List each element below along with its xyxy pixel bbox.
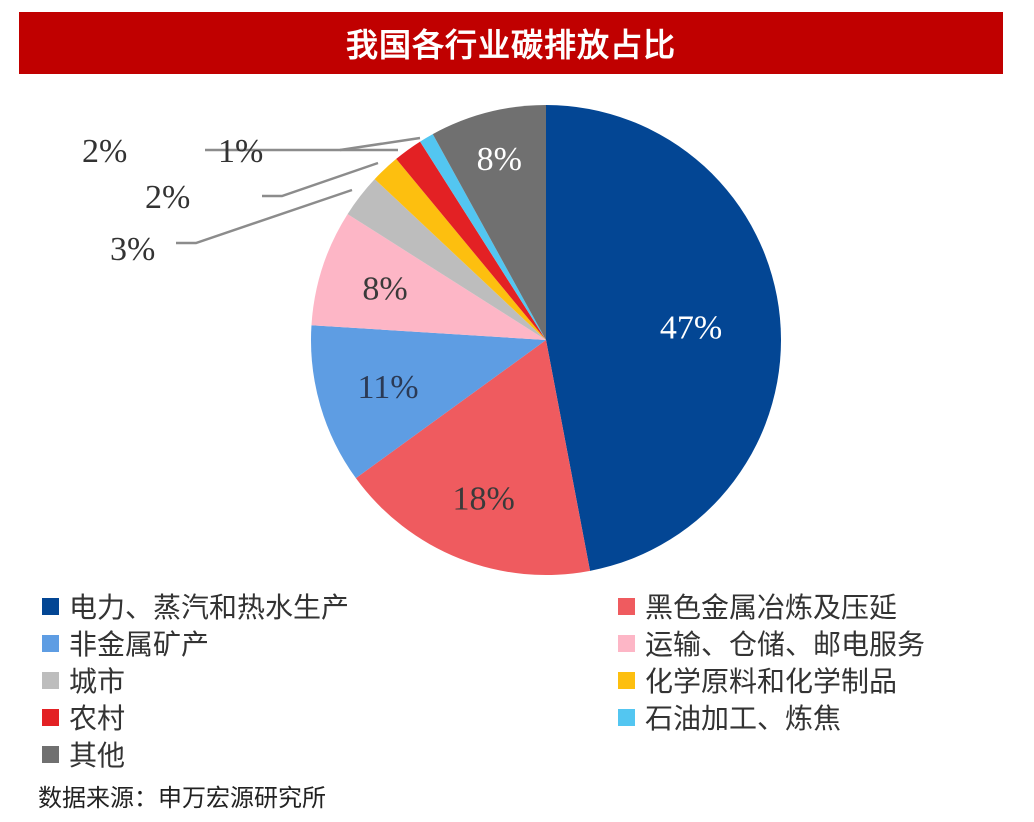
legend-swatch: [42, 708, 59, 726]
data-source: 数据来源：申万宏源研究所: [38, 784, 326, 812]
slice-label: 2%: [145, 179, 190, 216]
slice-label: 1%: [218, 133, 263, 170]
legend-item: 其他: [42, 736, 125, 772]
slice-label: 3%: [110, 231, 155, 268]
legend-label: 石油加工、炼焦: [645, 702, 842, 735]
legend-label: 运输、仓储、邮电服务: [645, 628, 926, 661]
slice-label: 8%: [477, 141, 522, 178]
legend-label: 其他: [69, 739, 126, 772]
slice-label: 11%: [358, 369, 419, 406]
legend-label: 化学原料和化学制品: [645, 665, 898, 698]
legend-item: 黑色金属冶炼及压延: [618, 588, 897, 624]
slice-labels: 47% 18% 11% 8% 3% 2% 2% 1% 8%: [82, 133, 722, 517]
legend-swatch: [42, 634, 59, 652]
legend-swatch: [42, 597, 59, 615]
legend-label: 城市: [69, 665, 126, 698]
pie-slice: [310, 325, 546, 479]
legend-swatch: [618, 597, 635, 615]
legend-label: 黑色金属冶炼及压延: [645, 591, 898, 624]
pie-slice: [396, 141, 546, 340]
legend-swatch: [618, 634, 635, 652]
legend-label: 农村: [69, 702, 126, 735]
pie-slice: [347, 179, 546, 340]
legend-label: 电力、蒸汽和热水生产: [69, 591, 350, 624]
slice-label: 18%: [453, 480, 515, 517]
legend-item: 电力、蒸汽和热水生产: [42, 588, 349, 624]
legend-item: 农村: [42, 699, 125, 735]
slice-label: 47%: [660, 309, 722, 346]
chart-title: 我国各行业碳排放占比: [19, 12, 1003, 74]
leader-lines: [176, 136, 421, 245]
pie-slice: [374, 158, 546, 340]
pie-slices: [310, 105, 782, 575]
legend-item: 非金属矿产: [42, 625, 209, 661]
pie-slice: [432, 105, 546, 340]
leader-line: [176, 188, 353, 245]
legend-item: 化学原料和化学制品: [618, 662, 897, 698]
leader-line: [262, 161, 379, 198]
slice-label: 8%: [362, 271, 407, 308]
legend-swatch: [42, 745, 59, 763]
legend-swatch: [618, 671, 635, 689]
pie-slice: [355, 340, 591, 575]
slice-label: 2%: [82, 133, 127, 170]
pie-slice: [546, 105, 782, 571]
legend-item: 城市: [42, 662, 125, 698]
pie-slice: [311, 214, 546, 340]
pie-slice: [420, 134, 546, 340]
leader-line: [339, 136, 421, 152]
legend-label: 非金属矿产: [69, 628, 210, 661]
legend-swatch: [42, 671, 59, 689]
legend-item: 石油加工、炼焦: [618, 699, 841, 735]
legend-item: 运输、仓储、邮电服务: [618, 625, 925, 661]
legend-swatch: [618, 708, 635, 726]
